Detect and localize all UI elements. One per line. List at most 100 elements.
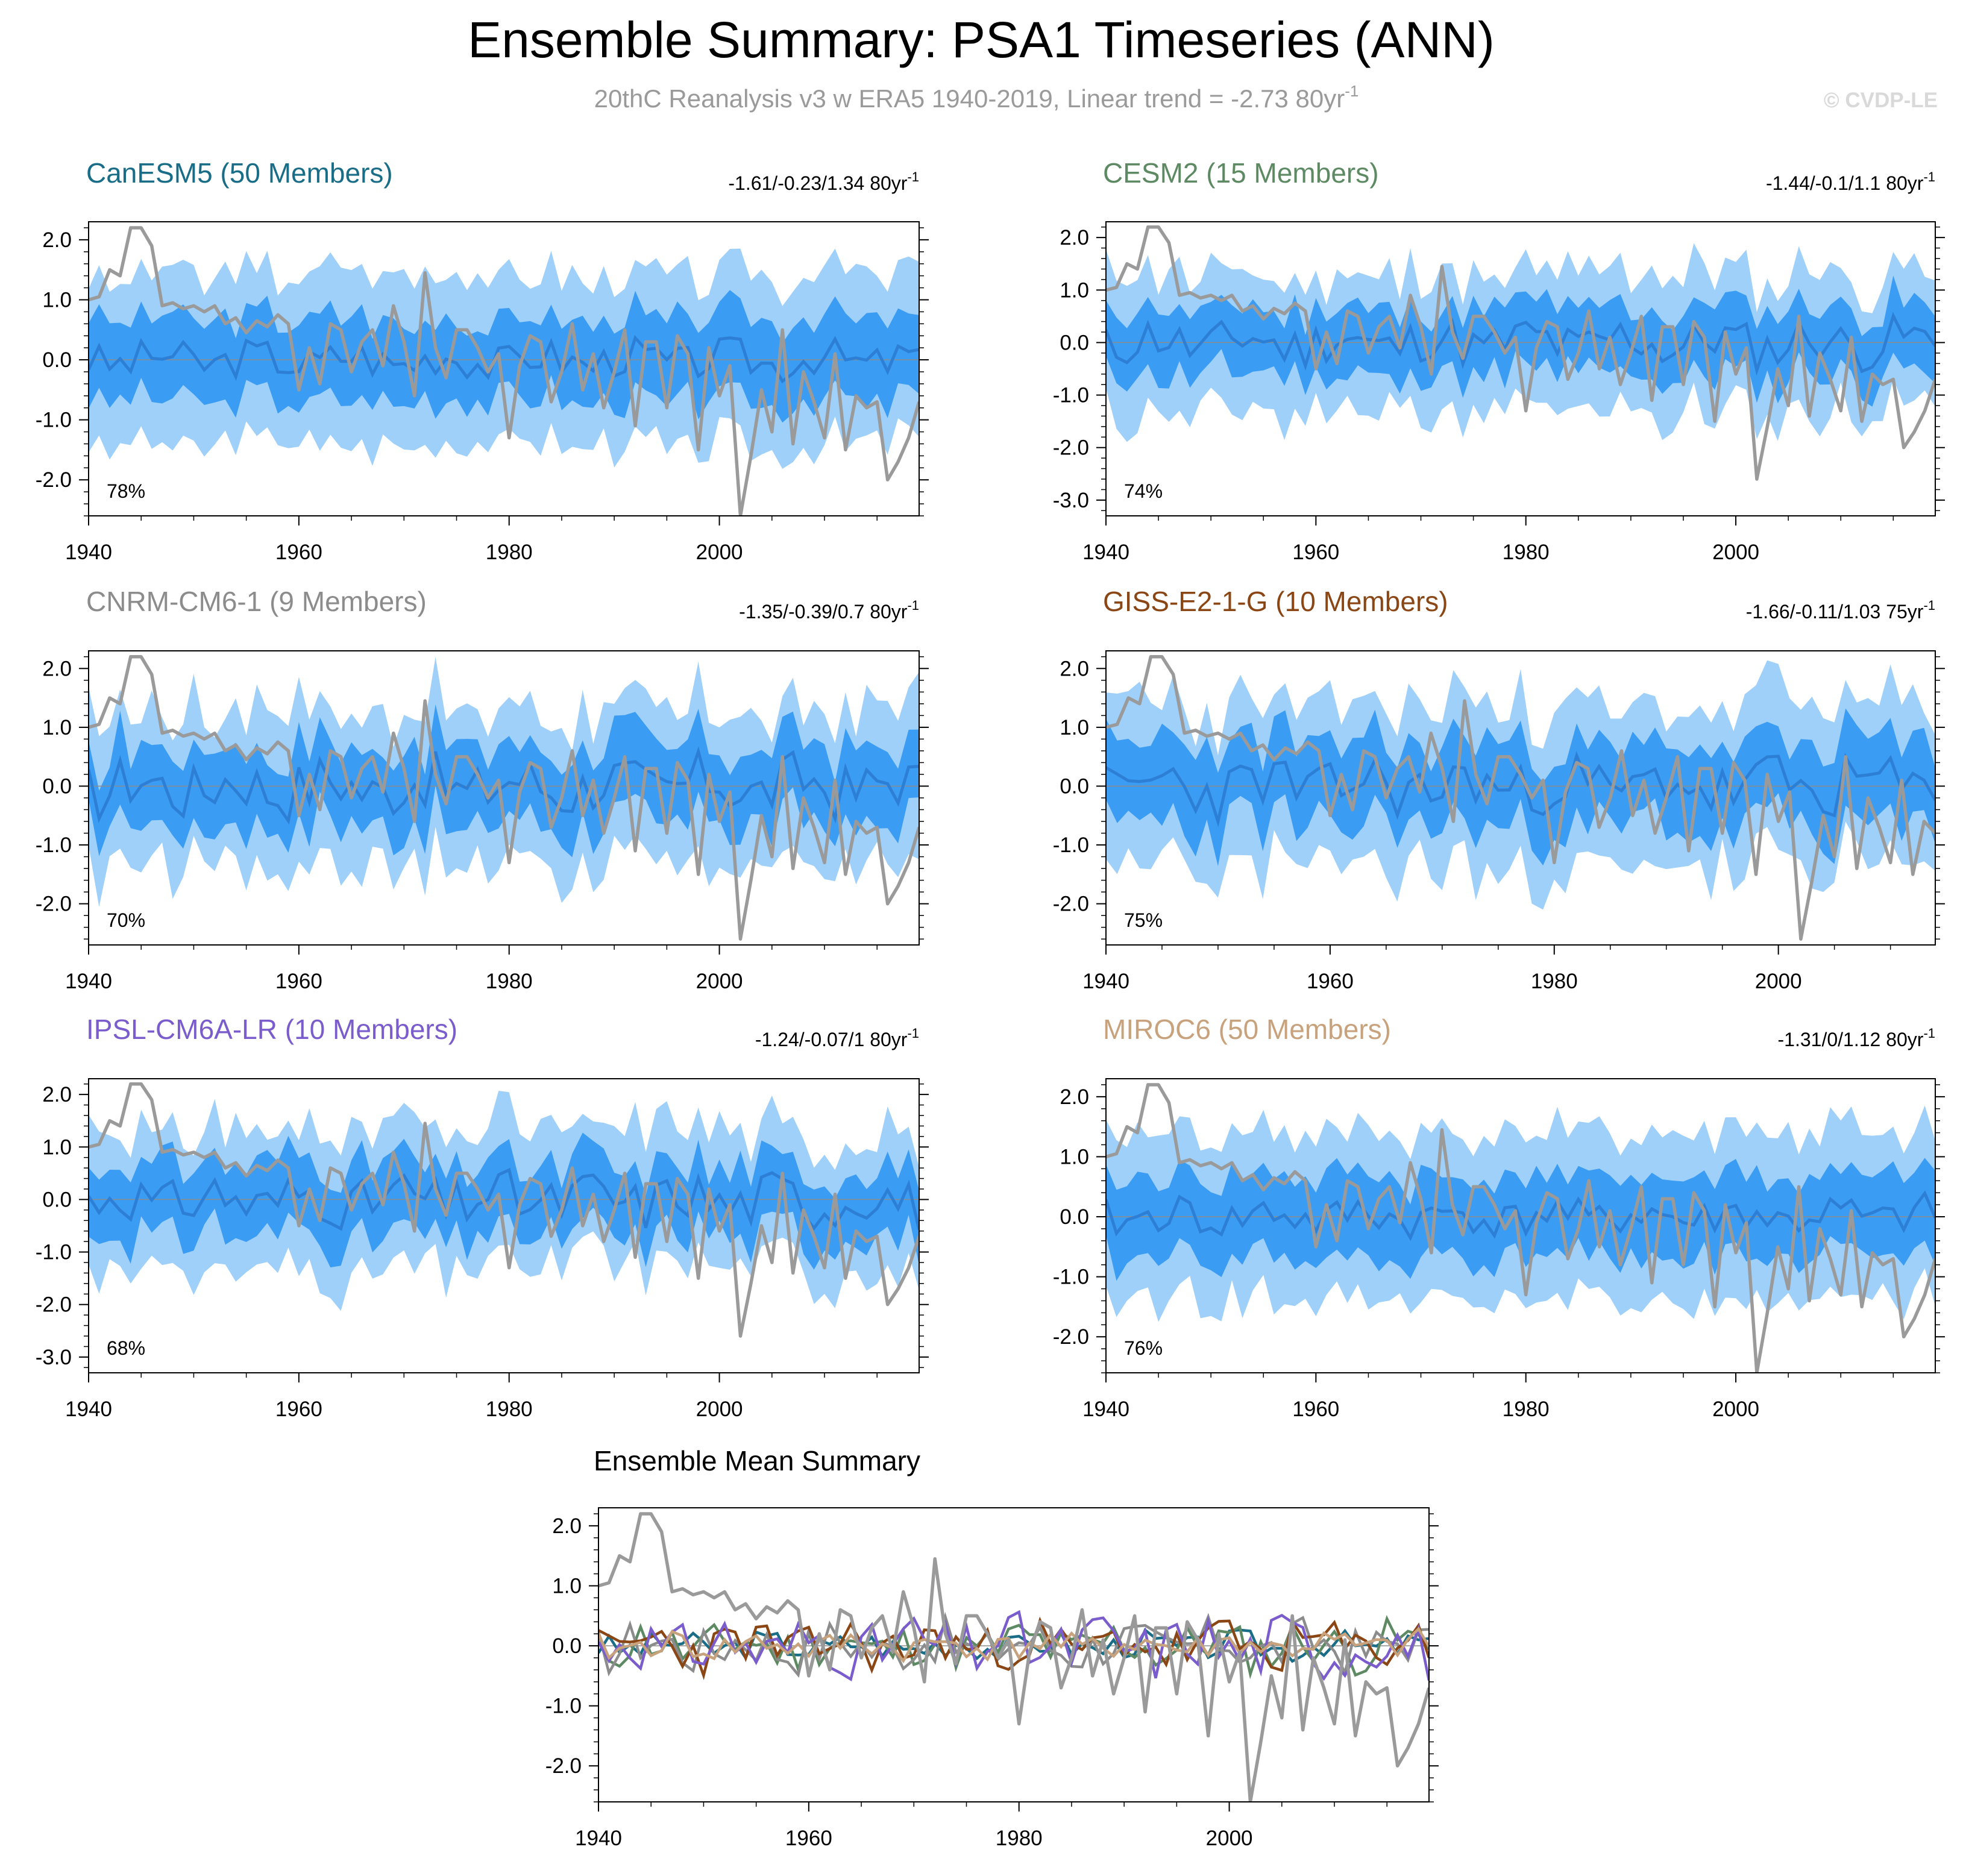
- y-tick-label: -2.0: [1053, 893, 1089, 916]
- percent-label: 70%: [107, 909, 145, 931]
- x-tick-label: 1980: [1503, 1398, 1550, 1421]
- trend-label: -1.61/-0.23/1.34 80yr-1: [728, 169, 919, 194]
- observed-line: [1106, 1083, 1935, 1373]
- y-tick-label: 2.0: [42, 657, 72, 680]
- y-tick-label: 0.0: [1060, 331, 1089, 354]
- x-tick-label: 2000: [1712, 1398, 1759, 1421]
- trend-label: -1.24/-0.07/1 80yr-1: [755, 1026, 919, 1050]
- y-tick-label: 2.0: [42, 228, 72, 252]
- x-tick-label: 1960: [1292, 1398, 1339, 1421]
- x-tick-label: 2000: [1712, 541, 1759, 564]
- panel-title: CanESM5 (50 Members): [86, 157, 393, 189]
- x-tick-label: 1980: [996, 1827, 1043, 1850]
- y-tick-label: -2.0: [545, 1754, 582, 1778]
- plot-area: [89, 1082, 919, 1338]
- y-tick-label: 0.0: [42, 348, 72, 372]
- trend-superscript: -1: [1923, 169, 1935, 184]
- y-tick-label: 2.0: [552, 1514, 582, 1538]
- panel-miroc6: MIROC6 (50 Members) -1.31/0/1.12 80yr-1 76…: [1053, 1014, 1945, 1421]
- plot-area: [89, 226, 919, 516]
- ensemble-mean-line: [89, 334, 919, 384]
- y-tick-label: 0.0: [552, 1634, 582, 1658]
- x-tick-label: 1940: [65, 970, 112, 993]
- series-line-canesm5: [598, 1628, 1429, 1663]
- figure-title: Ensemble Summary: PSA1 Timeseries (ANN): [468, 11, 1495, 68]
- trend-value: -1.35/-0.39/0.7 80yr: [739, 601, 908, 623]
- trend-value: -1.66/-0.11/1.03 75yr: [1746, 601, 1924, 623]
- y-tick-label: 2.0: [42, 1083, 72, 1106]
- observed-line: [598, 1512, 1429, 1802]
- x-tick-label: 1940: [1082, 541, 1129, 564]
- inner-spread-band: [1106, 275, 1935, 407]
- y-tick-label: -1.0: [1053, 1266, 1089, 1289]
- panel-title: GISS-E2-1-G (10 Members): [1103, 586, 1448, 617]
- y-tick-label: -1.0: [1053, 384, 1089, 407]
- trend-value: -1.24/-0.07/1 80yr: [755, 1029, 908, 1050]
- x-tick-label: 2000: [696, 1398, 743, 1421]
- percent-label: 74%: [1124, 480, 1163, 502]
- y-tick-label: -2.0: [36, 893, 72, 916]
- y-tick-label: 2.0: [1060, 1085, 1089, 1109]
- percent-label: 78%: [107, 480, 145, 502]
- x-tick-label: 1940: [575, 1827, 622, 1850]
- x-tick-label: 1960: [1292, 541, 1339, 564]
- y-tick-label: -1.0: [545, 1695, 582, 1718]
- panels-container: CanESM5 (50 Members) -1.61/-0.23/1.34 80y…: [36, 157, 1945, 1850]
- x-tick-label: 1940: [65, 1398, 112, 1421]
- x-tick-label: 1960: [275, 1398, 322, 1421]
- y-tick-label: 1.0: [552, 1574, 582, 1598]
- plot-frame: [1105, 221, 1936, 516]
- y-tick-label: -2.0: [36, 1293, 72, 1317]
- panel-giss: GISS-E2-1-G (10 Members) -1.66/-0.11/1.03…: [1053, 586, 1945, 993]
- x-tick-label: 2000: [696, 541, 743, 564]
- x-tick-label: 1980: [1503, 541, 1550, 564]
- x-tick-label: 2000: [1755, 970, 1802, 993]
- x-tick-label: 1960: [275, 970, 322, 993]
- trend-superscript: -1: [907, 598, 919, 613]
- y-tick-label: -1.0: [36, 833, 72, 857]
- panel-cesm2: CESM2 (15 Members) -1.44/-0.1/1.1 80yr-1 7…: [1053, 157, 1945, 564]
- y-tick-label: -3.0: [36, 1346, 72, 1369]
- y-tick-label: 1.0: [1060, 716, 1089, 739]
- x-tick-label: 2000: [696, 970, 743, 993]
- y-tick-label: 1.0: [42, 716, 72, 739]
- y-tick-label: -1.0: [1053, 833, 1089, 857]
- trend-value: -1.61/-0.23/1.34 80yr: [728, 172, 907, 194]
- x-tick-label: 1980: [486, 970, 533, 993]
- x-tick-label: 1980: [486, 1398, 533, 1421]
- y-tick-label: -1.0: [36, 409, 72, 432]
- x-tick-label: 1960: [1307, 970, 1354, 993]
- y-tick-label: -3.0: [1053, 489, 1089, 512]
- panel-title: MIROC6 (50 Members): [1103, 1014, 1391, 1045]
- trend-superscript: -1: [1923, 598, 1935, 613]
- figure-subtitle: 20thC Reanalysis v3 w ERA5 1940-2019, Li…: [594, 82, 1359, 113]
- observed-line: [89, 1082, 919, 1338]
- y-tick-label: 0.0: [1060, 1205, 1089, 1229]
- trend-label: -1.31/0/1.12 80yr-1: [1778, 1026, 1936, 1050]
- percent-label: 76%: [1124, 1337, 1163, 1359]
- y-tick-label: 0.0: [1060, 774, 1089, 798]
- percent-label: 75%: [1124, 909, 1163, 931]
- copyright-watermark: © CVDP-LE: [1824, 89, 1938, 112]
- y-tick-label: -2.0: [1053, 436, 1089, 460]
- y-tick-label: 1.0: [42, 1135, 72, 1159]
- panel-title: CESM2 (15 Members): [1103, 157, 1379, 189]
- percent-label: 68%: [107, 1337, 145, 1359]
- ensemble-mean-line: [1106, 751, 1935, 827]
- series-line-miroc6: [598, 1627, 1429, 1664]
- y-tick-label: 2.0: [1060, 657, 1089, 680]
- panel-title: IPSL-CM6A-LR (10 Members): [86, 1014, 457, 1045]
- plot-area: [598, 1512, 1429, 1802]
- observed-line: [89, 226, 919, 516]
- subtitle-text: 20thC Reanalysis v3 w ERA5 1940-2019, Li…: [594, 84, 1345, 113]
- x-tick-label: 1960: [785, 1827, 832, 1850]
- trend-superscript: -1: [907, 1026, 919, 1041]
- y-tick-label: -2.0: [36, 468, 72, 492]
- observed-line: [1106, 225, 1935, 481]
- trend-value: -1.44/-0.1/1.1 80yr: [1766, 172, 1924, 194]
- plot-area: [1106, 1083, 1935, 1373]
- y-tick-label: 1.0: [42, 288, 72, 312]
- x-tick-label: 1940: [65, 541, 112, 564]
- panel-ensemble-mean: Ensemble Mean Summary 2.0 1.0 0.0 -1.0 -2.0 19…: [545, 1445, 1439, 1850]
